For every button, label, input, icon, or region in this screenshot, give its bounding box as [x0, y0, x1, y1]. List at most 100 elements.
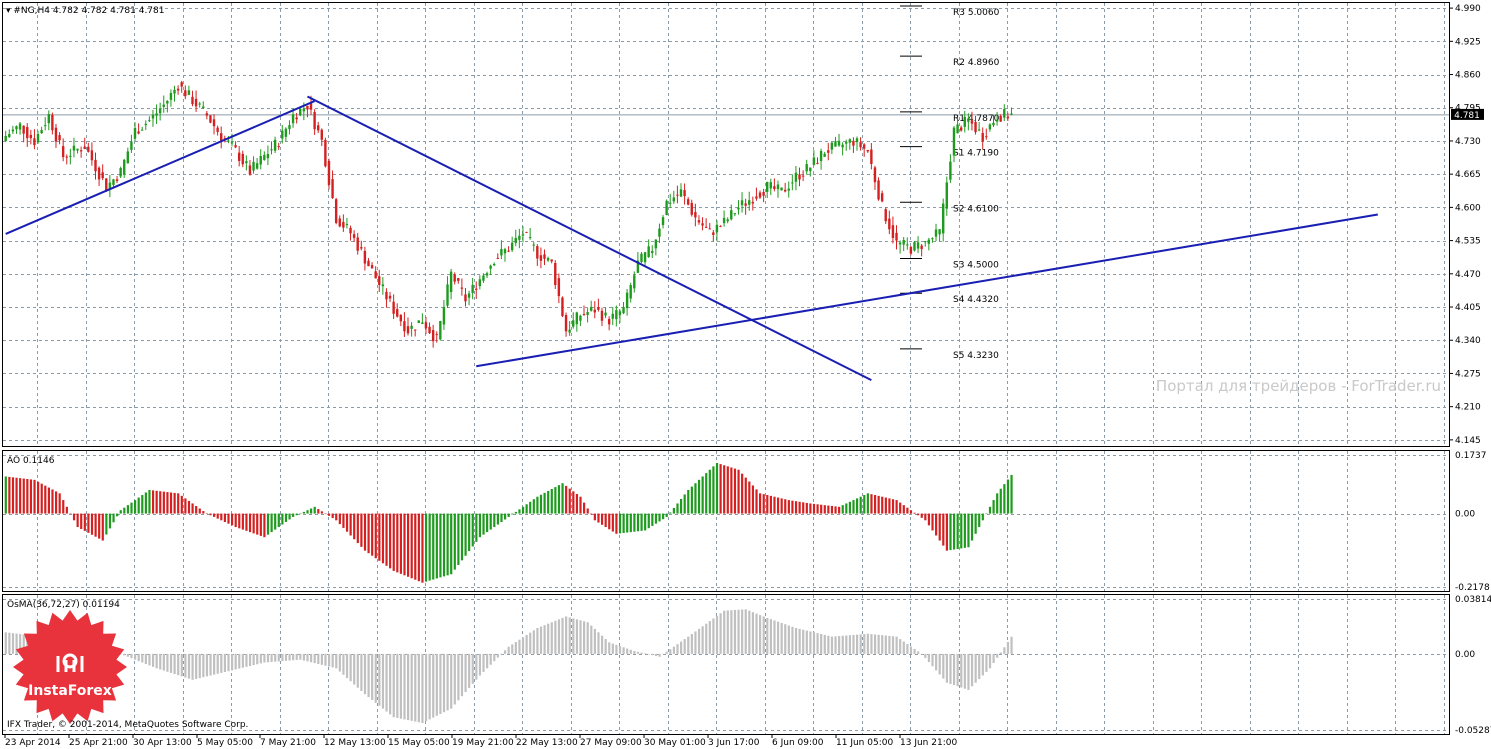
candle[interactable]: [417, 320, 420, 324]
candle[interactable]: [191, 90, 194, 107]
candle[interactable]: [654, 239, 658, 256]
candle[interactable]: [187, 85, 191, 96]
candle[interactable]: [769, 178, 772, 196]
candle[interactable]: [859, 137, 862, 151]
candle[interactable]: [959, 125, 963, 132]
candle[interactable]: [819, 148, 823, 170]
candle[interactable]: [58, 132, 61, 145]
candle[interactable]: [629, 282, 632, 303]
candle[interactable]: [352, 230, 356, 243]
candle[interactable]: [360, 240, 363, 251]
candle[interactable]: [180, 80, 183, 93]
candle[interactable]: [647, 239, 650, 258]
candle[interactable]: [266, 145, 270, 166]
candle[interactable]: [686, 197, 690, 206]
candle[interactable]: [794, 165, 798, 191]
candle[interactable]: [40, 126, 43, 134]
candle[interactable]: [403, 312, 406, 337]
candle[interactable]: [697, 215, 701, 225]
candle[interactable]: [834, 136, 837, 147]
candle[interactable]: [783, 182, 787, 193]
candle[interactable]: [970, 111, 974, 131]
candle[interactable]: [773, 178, 776, 192]
candle[interactable]: [431, 324, 435, 348]
candle[interactable]: [209, 115, 212, 124]
candle[interactable]: [643, 251, 647, 267]
candle[interactable]: [891, 216, 895, 244]
candle[interactable]: [320, 128, 323, 147]
candle[interactable]: [561, 296, 564, 318]
candle[interactable]: [536, 244, 539, 266]
candle[interactable]: [406, 317, 410, 336]
candle[interactable]: [938, 229, 941, 242]
candle[interactable]: [755, 187, 758, 201]
candle[interactable]: [299, 107, 302, 117]
candle[interactable]: [342, 214, 345, 232]
candle[interactable]: [29, 129, 33, 145]
candle[interactable]: [669, 193, 672, 208]
candle[interactable]: [259, 149, 262, 170]
candle[interactable]: [679, 183, 683, 198]
candle[interactable]: [334, 197, 338, 225]
candle[interactable]: [651, 245, 654, 259]
candle[interactable]: [521, 226, 525, 243]
candle[interactable]: [137, 123, 140, 135]
candle[interactable]: [791, 174, 794, 191]
candle[interactable]: [719, 225, 722, 228]
candle[interactable]: [992, 114, 995, 128]
candle[interactable]: [424, 317, 428, 335]
candle[interactable]: [999, 114, 1002, 122]
candle[interactable]: [862, 143, 866, 157]
candle[interactable]: [349, 225, 352, 241]
candle[interactable]: [166, 100, 169, 113]
candle[interactable]: [133, 122, 137, 142]
candle[interactable]: [884, 207, 887, 225]
candle[interactable]: [442, 299, 446, 330]
candle[interactable]: [801, 170, 805, 182]
candle[interactable]: [446, 276, 449, 308]
candle[interactable]: [582, 305, 586, 316]
candle[interactable]: [374, 266, 377, 279]
candle[interactable]: [252, 156, 255, 174]
candle[interactable]: [61, 138, 65, 162]
candle[interactable]: [428, 322, 431, 335]
candle[interactable]: [956, 117, 959, 134]
candle[interactable]: [809, 167, 812, 177]
candle[interactable]: [916, 236, 920, 254]
candle[interactable]: [396, 303, 399, 318]
candle[interactable]: [924, 241, 927, 247]
candle[interactable]: [489, 264, 492, 276]
candle[interactable]: [202, 101, 205, 109]
candle[interactable]: [155, 104, 158, 124]
candle[interactable]: [949, 154, 952, 183]
candle[interactable]: [18, 121, 22, 135]
candle[interactable]: [550, 259, 553, 264]
candle[interactable]: [927, 237, 931, 251]
candle[interactable]: [665, 199, 668, 216]
candle[interactable]: [385, 288, 388, 308]
candle[interactable]: [690, 199, 693, 217]
candle[interactable]: [485, 271, 489, 279]
candle[interactable]: [812, 150, 816, 166]
candle[interactable]: [995, 111, 999, 126]
candle[interactable]: [496, 253, 499, 260]
candle[interactable]: [981, 127, 984, 150]
ao-histogram[interactable]: [4, 462, 1013, 583]
candle[interactable]: [920, 243, 923, 257]
candle[interactable]: [543, 249, 546, 266]
candle[interactable]: [83, 137, 86, 150]
candle[interactable]: [622, 302, 625, 315]
candle[interactable]: [751, 196, 755, 211]
candle[interactable]: [683, 183, 686, 205]
candle[interactable]: [449, 268, 453, 300]
candle[interactable]: [787, 181, 790, 198]
candle[interactable]: [460, 278, 464, 296]
candle[interactable]: [205, 110, 209, 120]
candle[interactable]: [737, 200, 740, 215]
candle[interactable]: [176, 85, 180, 95]
candle[interactable]: [493, 262, 496, 267]
candle[interactable]: [909, 245, 913, 256]
candle[interactable]: [575, 311, 579, 332]
candle[interactable]: [1006, 112, 1010, 122]
candle[interactable]: [198, 101, 201, 108]
